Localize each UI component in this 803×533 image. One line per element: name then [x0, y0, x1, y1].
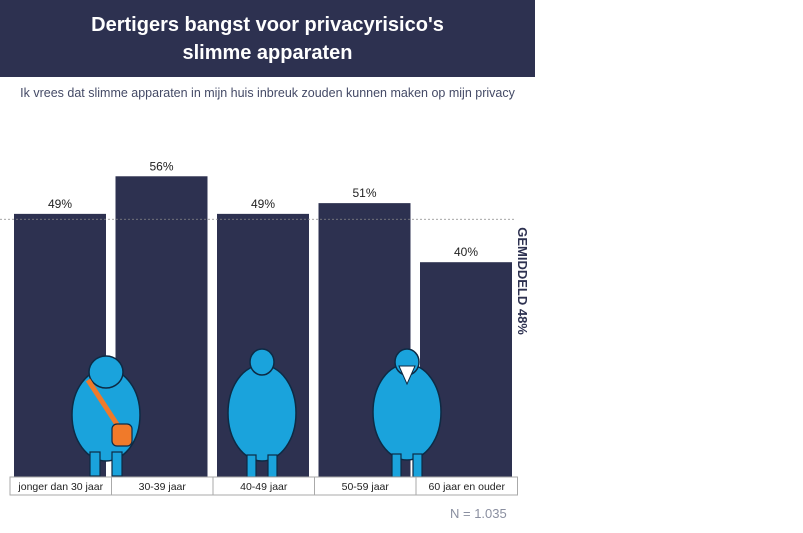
category-label-4: 50-59 jaar: [342, 481, 390, 493]
adult-figure-icon: [227, 348, 297, 478]
young-person-figure-icon: [71, 355, 141, 477]
chart-title-line-2: slimme apparaten: [182, 41, 353, 64]
bar-5: [420, 262, 512, 477]
title-banner: Dertigers bangst voor privacyrisico's sl…: [0, 0, 535, 77]
elderly-figure-icon: [372, 348, 442, 478]
category-label-3: 40-49 jaar: [240, 481, 288, 493]
sample-size-note: N = 1.035: [450, 506, 507, 521]
value-label-1: 49%: [48, 197, 72, 211]
average-reference-label: GEMIDDELD 48%: [515, 227, 530, 335]
value-label-5: 40%: [454, 245, 478, 259]
chart-subtitle: Ik vrees dat slimme apparaten in mijn hu…: [20, 86, 515, 100]
category-label-5: 60 jaar en ouder: [429, 481, 506, 493]
beard-icon: [398, 365, 416, 386]
value-label-2: 56%: [149, 159, 173, 173]
satchel-icon: [111, 423, 133, 447]
category-cell-5: [415, 476, 518, 496]
chart-title-line-1: Dertigers bangst voor privacyrisico's: [91, 13, 444, 36]
value-label-4: 51%: [352, 186, 376, 200]
category-label-2: 30-39 jaar: [139, 481, 187, 493]
figures-illustration: [71, 348, 442, 478]
category-label-1: jonger dan 30 jaar: [17, 481, 103, 493]
value-label-3: 49%: [251, 197, 275, 211]
